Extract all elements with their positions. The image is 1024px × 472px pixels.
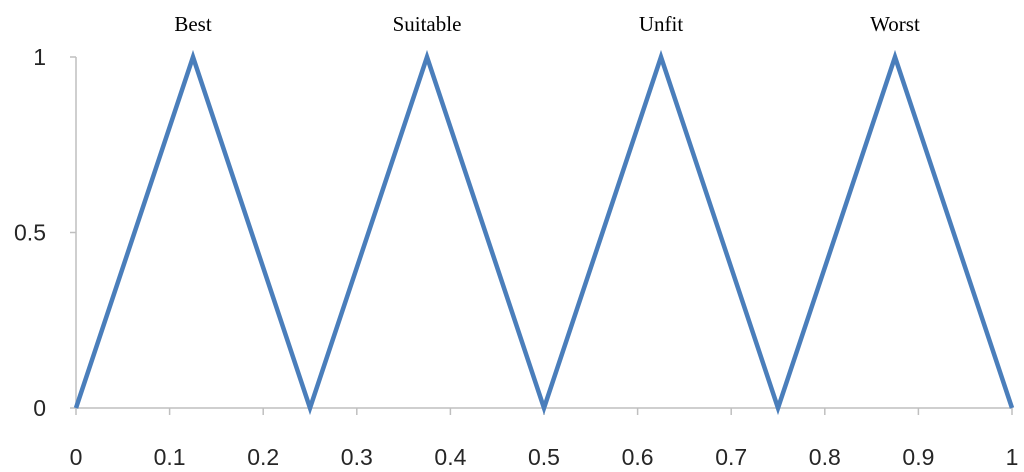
series-layer [73, 49, 1015, 416]
x-tick-label: 0.1 [154, 444, 186, 470]
y-tick-label: 0 [33, 395, 46, 421]
peak-label: Suitable [393, 12, 462, 36]
x-tick-label: 0.7 [715, 444, 747, 470]
x-tick-label: 1 [1006, 444, 1019, 470]
x-tick-label: 0.9 [902, 444, 934, 470]
x-tick-label: 0.6 [622, 444, 654, 470]
x-tick-label: 0 [70, 444, 83, 470]
x-tick-label: 0.8 [809, 444, 841, 470]
peak-label: Worst [870, 12, 920, 36]
x-tick-label: 0.4 [434, 444, 466, 470]
peak-label: Best [174, 12, 212, 36]
y-tick-label: 1 [33, 44, 46, 70]
x-tick-label: 0.2 [247, 444, 279, 470]
peak-label: Unfit [639, 12, 683, 36]
x-tick-label: 0.3 [341, 444, 373, 470]
series-line [73, 49, 1015, 416]
axes: 0 0.5 1 0 0.1 0.2 0.3 0.4 0.5 0.6 0.7 0.8 0.9 1 [14, 44, 1018, 470]
annotations: Best Suitable Unfit Worst [174, 12, 920, 36]
x-tick-label: 0.5 [528, 444, 560, 470]
y-tick-label: 0.5 [14, 220, 46, 246]
